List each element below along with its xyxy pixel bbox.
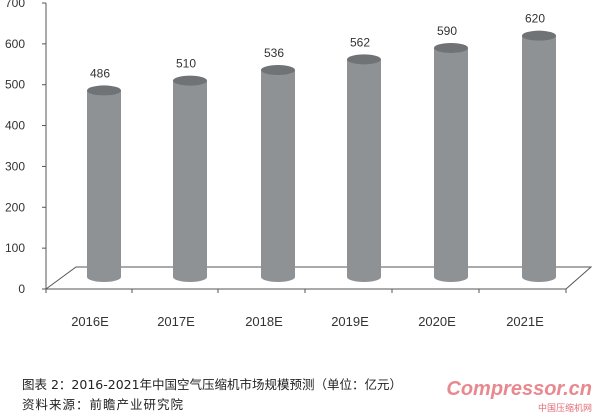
data-label: 562	[350, 35, 370, 49]
y-tick-label: 400	[5, 119, 25, 133]
x-tick-label: 2016E	[71, 314, 109, 329]
x-tick-label: 2018E	[245, 314, 283, 329]
data-label: 590	[437, 24, 457, 38]
bar-top	[173, 75, 207, 86]
axis-layer: 0 100 200 300 400 500 600 700	[5, 0, 47, 296]
y-tick-label: 500	[5, 78, 25, 92]
bars-layer	[87, 30, 556, 282]
x-tick-label: 2019E	[331, 314, 369, 329]
bar-bottom	[173, 272, 207, 282]
x-tick-label: 2017E	[157, 314, 195, 329]
chart-floor	[44, 266, 593, 293]
y-tick-label: 100	[5, 241, 25, 255]
data-label: 510	[176, 57, 196, 71]
chart-floor-plane	[44, 266, 593, 290]
bar-2018E	[261, 65, 295, 282]
bar-body	[522, 35, 556, 277]
data-label: 486	[90, 66, 110, 80]
bar-bottom	[87, 272, 121, 282]
bar-body	[347, 59, 381, 277]
y-tick-label: 0	[18, 282, 25, 296]
bar-bottom	[347, 272, 381, 282]
bar-bottom	[261, 272, 295, 282]
y-tick-label: 600	[5, 37, 25, 51]
bar-body	[173, 80, 207, 277]
bar-body	[87, 90, 121, 277]
chart-source: 资料来源：前瞻产业研究院	[22, 397, 185, 412]
x-tick-label: 2021E	[506, 314, 544, 329]
bar-2019E	[347, 54, 381, 282]
watermark-subtitle: 中国压缩机网	[537, 404, 592, 414]
bar-top	[261, 65, 295, 76]
bar-top	[522, 30, 556, 41]
bar-top	[434, 42, 468, 53]
chart-caption: 图表 2：2016-2021年中国空气压缩机市场规模预测（单位：亿元）	[22, 377, 403, 392]
watermark-logo: Compressor.cn	[446, 378, 592, 400]
x-tick-label: 2020E	[418, 314, 456, 329]
bar-bottom	[434, 272, 468, 282]
bar-2020E	[434, 42, 468, 282]
bar-body	[261, 70, 295, 278]
bar-top	[347, 54, 381, 65]
bar-2021E	[522, 30, 556, 282]
y-tick-label: 300	[5, 159, 25, 173]
bar-bottom	[522, 272, 556, 282]
bar-chart: 0 100 200 300 400 500 600 700 486 2016E 510 2017E 5…	[5, 0, 593, 329]
data-label: 620	[525, 12, 545, 26]
data-label: 536	[264, 46, 284, 60]
y-tick-label: 700	[5, 0, 25, 10]
bar-body	[434, 47, 468, 277]
y-tick-label: 200	[5, 200, 25, 214]
bar-2016E	[87, 85, 121, 282]
bar-top	[87, 85, 121, 96]
bar-2017E	[173, 75, 207, 282]
labels-layer: 486 2016E 510 2017E 536 2018E 562 2019E 590 2020E…	[71, 12, 545, 329]
